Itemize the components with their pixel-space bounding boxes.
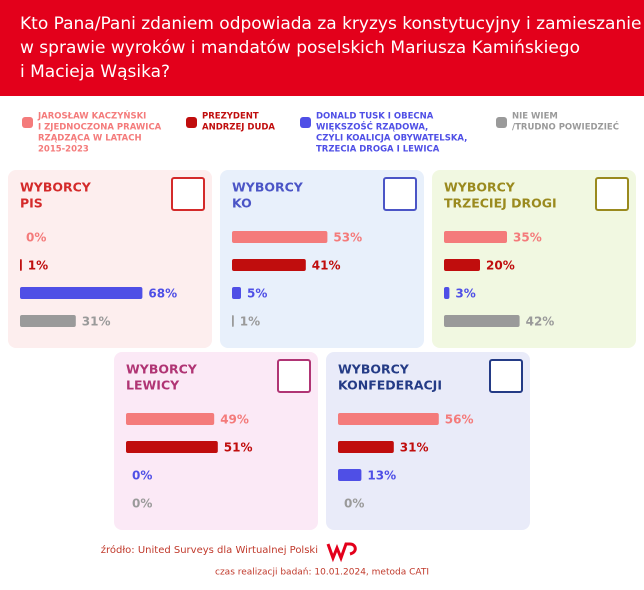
value-label: 51% (224, 441, 253, 455)
value-label: 56% (445, 413, 474, 427)
bar (232, 231, 328, 243)
value-label: 13% (367, 469, 396, 483)
bar (444, 287, 450, 299)
panel (220, 170, 424, 348)
panel-title: WYBORCY (232, 180, 304, 195)
party-logo (277, 359, 311, 393)
value-label: 1% (240, 315, 260, 329)
bar (232, 287, 241, 299)
value-label: 0% (132, 469, 152, 483)
legend-label: CZYLI KOALICJA OBYWATELSKA, (316, 134, 467, 144)
legend-swatch (186, 117, 197, 128)
panel-title: WYBORCY (126, 362, 198, 377)
bar (338, 441, 394, 453)
party-logo (383, 177, 417, 211)
value-label: 68% (148, 287, 177, 301)
bar (232, 259, 306, 271)
legend-label: 2015-2023 (38, 145, 89, 155)
value-label: 5% (247, 287, 267, 301)
legend-swatch (496, 117, 507, 128)
panel-title: TRZECIEJ DROGI (444, 196, 557, 211)
bar (20, 259, 22, 271)
party-logo (171, 177, 205, 211)
bar (444, 231, 507, 243)
value-label: 0% (26, 231, 46, 245)
title-line: Kto Pana/Pani zdaniem odpowiada za kryzy… (20, 14, 641, 34)
legend-label: RZĄDZĄCA W LATACH (38, 134, 142, 144)
title-line: w sprawie wyroków i mandatów poselskich … (20, 38, 580, 58)
legend-label: WIĘKSZOŚĆ RZĄDOWA, (316, 121, 428, 133)
panel-title: KO (232, 196, 252, 211)
legend-swatch (300, 117, 311, 128)
value-label: 42% (526, 315, 555, 329)
party-logo (595, 177, 629, 211)
wp-logo (326, 542, 357, 563)
bar (20, 315, 76, 327)
value-label: 31% (82, 315, 111, 329)
panel-title: WYBORCY (338, 362, 410, 377)
legend-label: PREZYDENT (202, 112, 259, 122)
legend-label: I ZJEDNOCZONA PRAWICA (38, 123, 162, 133)
bar (338, 413, 439, 425)
note: czas realizacji badań: 10.01.2024, metod… (215, 568, 429, 578)
value-label: 35% (513, 231, 542, 245)
bar (444, 259, 480, 271)
value-label: 31% (400, 441, 429, 455)
legend-label: ANDRZEJ DUDA (202, 123, 275, 133)
legend-label: NIE WIEM (512, 112, 558, 122)
legend-label: DONALD TUSK I OBECNA (316, 112, 434, 122)
panel-title: WYBORCY (20, 180, 92, 195)
panel-title: LEWICY (126, 378, 180, 393)
panel (432, 170, 636, 348)
value-label: 3% (455, 287, 475, 301)
party-logo (489, 359, 523, 393)
header-band (0, 0, 644, 96)
panel-title: WYBORCY (444, 180, 516, 195)
bar (126, 413, 215, 425)
value-label: 53% (333, 231, 362, 245)
value-label: 0% (132, 497, 152, 511)
legend-label: TRZECIA DROGA I LEWICA (316, 145, 440, 155)
value-label: 20% (486, 259, 515, 273)
legend-label: JAROSŁAW KACZYŃSKI (37, 110, 146, 122)
bar (338, 469, 362, 481)
bar (444, 315, 520, 327)
title-line: i Macieja Wąsika? (20, 62, 170, 82)
bar (126, 441, 218, 453)
value-label: 1% (28, 259, 48, 273)
panel (326, 352, 530, 530)
panel (8, 170, 212, 348)
value-label: 41% (312, 259, 341, 273)
bar (20, 287, 143, 299)
value-label: 49% (220, 413, 249, 427)
panel-title: KONFEDERACJI (338, 378, 442, 393)
value-label: 0% (344, 497, 364, 511)
source: źródło: United Surveys dla Wirtualnej Po… (101, 544, 318, 556)
panel-title: PIS (20, 196, 43, 211)
legend-swatch (22, 117, 33, 128)
panel (114, 352, 318, 530)
bar (232, 315, 234, 327)
legend-label: /TRUDNO POWIEDZIEĆ (512, 121, 619, 133)
